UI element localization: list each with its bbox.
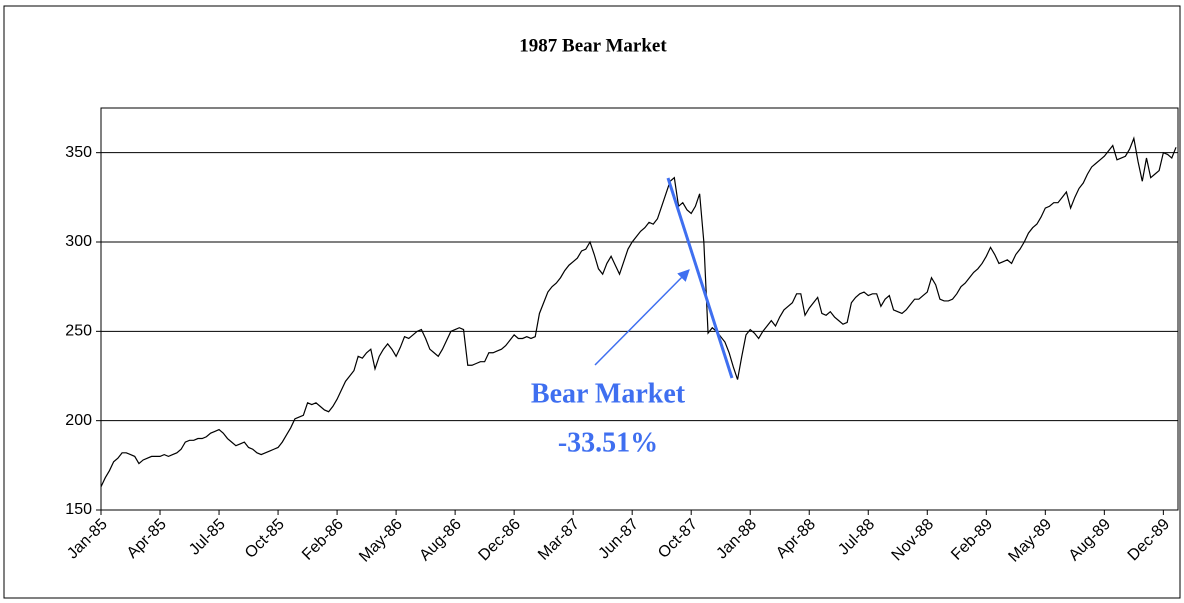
plot-frame [100,107,1179,511]
bear-line [666,177,734,379]
chart-frame [3,5,1181,599]
annotation: -33.51% [558,427,658,458]
y-tick-label: 200 [65,412,92,429]
y-tick-label: 250 [65,323,92,340]
annotation: Bear Market [531,378,686,409]
plot [100,136,1177,488]
series-line [100,136,1177,488]
y-tick-label: 150 [65,501,92,518]
y-tick-label: 300 [65,233,92,250]
y-tick-label: 350 [65,144,92,161]
arrow [594,269,690,366]
chart-title: 1987 Bear Market [519,35,667,56]
